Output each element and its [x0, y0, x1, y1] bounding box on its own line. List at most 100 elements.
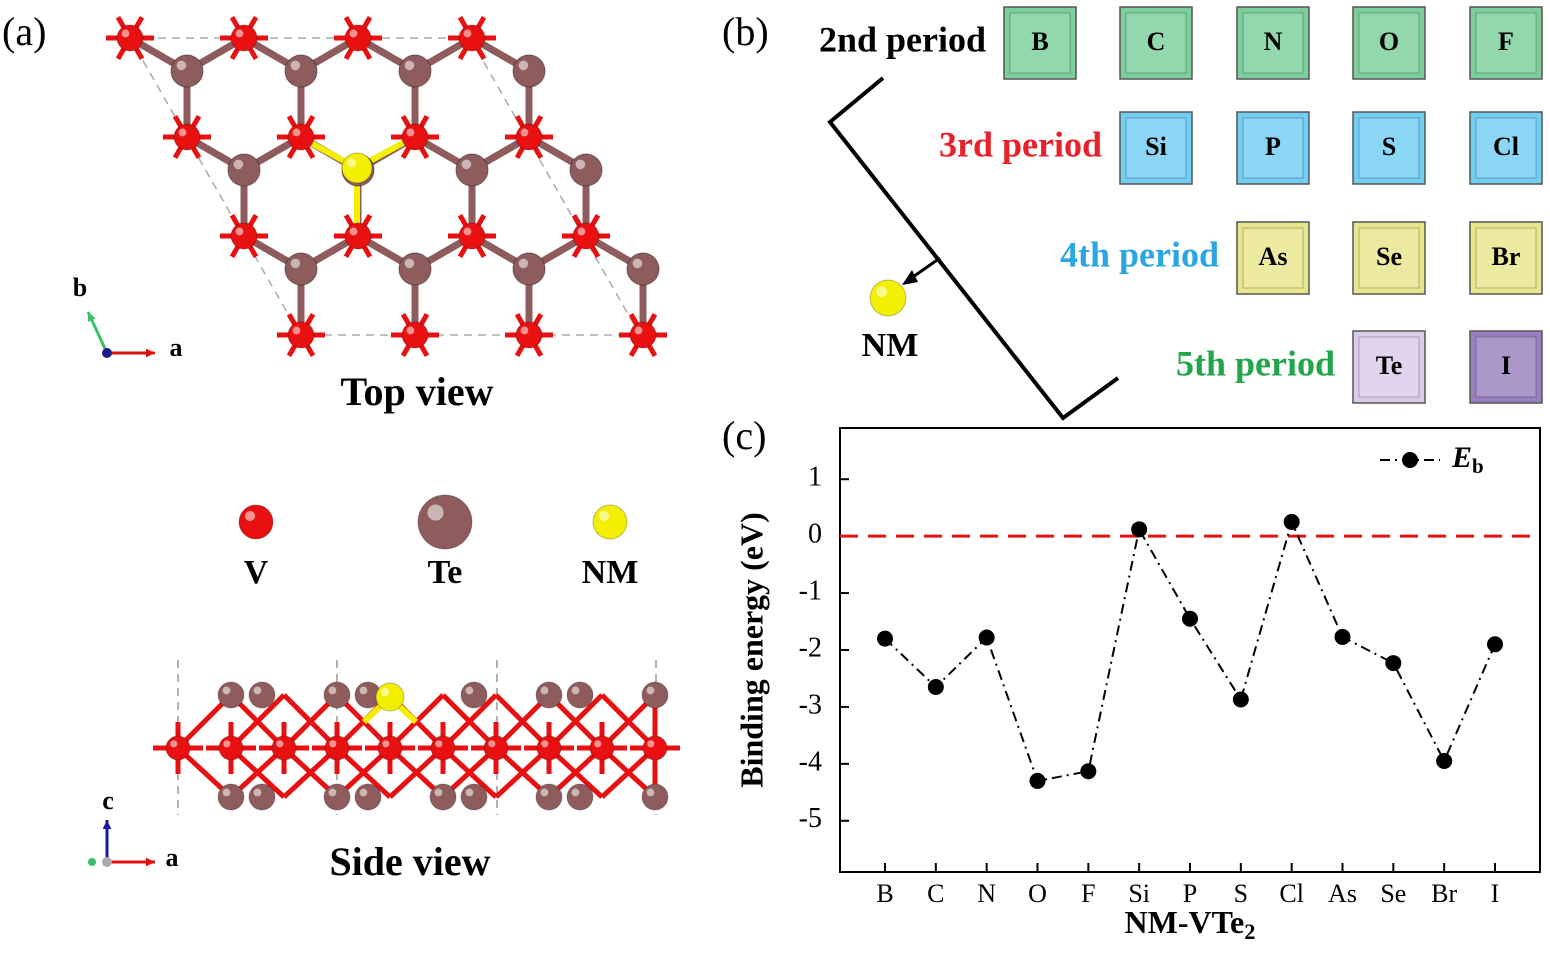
atom	[641, 783, 669, 811]
atom-highlight	[876, 286, 888, 298]
atom-highlight	[244, 510, 256, 522]
atom	[417, 494, 473, 550]
atom-highlight	[292, 128, 301, 137]
y-tick-label: 0	[808, 519, 822, 550]
marker	[1080, 763, 1097, 780]
element-bevel	[1242, 117, 1304, 179]
atom-highlight	[290, 60, 301, 71]
atom-highlight	[632, 258, 643, 269]
atom-highlight	[347, 158, 357, 168]
arrow-head	[902, 270, 918, 285]
element-bevel	[1358, 117, 1420, 179]
atom-highlight	[540, 788, 549, 797]
bond	[229, 746, 286, 799]
atom-highlight	[647, 740, 655, 748]
element-box	[1236, 6, 1310, 80]
element-box	[1469, 111, 1543, 185]
atom	[116, 24, 144, 52]
atom-highlight	[222, 788, 231, 797]
atom-highlight	[176, 60, 187, 71]
atom-highlight	[634, 326, 643, 335]
element-bevel	[1242, 227, 1304, 289]
element-symbol: P	[1265, 132, 1281, 161]
view-title: Side view	[329, 839, 490, 884]
adsorbate-label: NM	[862, 327, 919, 364]
atom-highlight	[598, 510, 610, 522]
atom	[589, 735, 615, 761]
element-symbol: As	[1259, 242, 1288, 271]
element-bevel	[1009, 12, 1071, 74]
atom-highlight	[571, 788, 580, 797]
origin	[88, 858, 96, 866]
x-tick-label: B	[876, 879, 893, 908]
atom	[430, 735, 456, 761]
atom-highlight	[571, 686, 580, 695]
atom	[483, 735, 509, 761]
y-tick-label: 1	[808, 462, 822, 493]
atom	[455, 153, 489, 187]
atom	[271, 735, 297, 761]
atom-highlight	[223, 740, 231, 748]
atom-highlight	[463, 227, 472, 236]
element-box	[1119, 6, 1193, 80]
atom-highlight	[349, 29, 358, 38]
atom	[535, 783, 563, 811]
element-bevel	[1125, 117, 1187, 179]
element-symbol: Cl	[1493, 132, 1519, 161]
y-tick-label: -3	[799, 689, 822, 720]
atom	[629, 321, 657, 349]
atom	[217, 681, 245, 709]
atom	[869, 279, 907, 317]
atom-highlight	[520, 128, 529, 137]
element-bevel	[1475, 336, 1537, 398]
x-tick-label: N	[977, 879, 996, 908]
origin	[102, 348, 112, 358]
atom-highlight	[404, 60, 415, 71]
bond	[547, 746, 604, 799]
element-box	[1469, 330, 1543, 404]
atom-highlight	[359, 788, 368, 797]
atom-highlight	[540, 686, 549, 695]
element-bevel	[1475, 117, 1537, 179]
element-box	[1352, 111, 1426, 185]
atom	[515, 321, 543, 349]
atom-highlight	[222, 686, 231, 695]
atom-highlight	[406, 128, 415, 137]
atom	[401, 321, 429, 349]
atom	[566, 681, 594, 709]
element-bevel	[1358, 227, 1420, 289]
atom	[170, 54, 204, 88]
atom	[173, 123, 201, 151]
atom	[324, 735, 350, 761]
atom-highlight	[488, 740, 496, 748]
bond	[441, 693, 498, 750]
x-tick-label: F	[1081, 879, 1095, 908]
atom-highlight	[290, 258, 301, 269]
period-label: 5th period	[1176, 343, 1335, 383]
period-label: 4th period	[1060, 234, 1219, 274]
marker	[1334, 628, 1351, 645]
element-symbol: Br	[1492, 242, 1521, 271]
atom	[536, 735, 562, 761]
atom-highlight	[178, 128, 187, 137]
atom	[284, 54, 318, 88]
axis-name: c	[102, 786, 114, 815]
atom	[398, 252, 432, 286]
element-symbol: Si	[1145, 132, 1167, 161]
atom-highlight	[328, 788, 337, 797]
plot-frame	[839, 427, 1541, 873]
x-axis-label: NM-VTe2	[1125, 904, 1256, 944]
atom	[398, 54, 432, 88]
atom	[284, 252, 318, 286]
atom-highlight	[235, 29, 244, 38]
element-bevel	[1358, 336, 1420, 398]
x-tick-label: Br	[1431, 879, 1457, 908]
element-symbol: Se	[1376, 242, 1402, 271]
axis-name: a	[166, 843, 179, 872]
atom	[248, 783, 276, 811]
atom	[287, 123, 315, 151]
arrow-head	[102, 820, 112, 830]
atom	[248, 681, 276, 709]
marker	[1283, 513, 1300, 530]
atom-highlight	[253, 686, 262, 695]
